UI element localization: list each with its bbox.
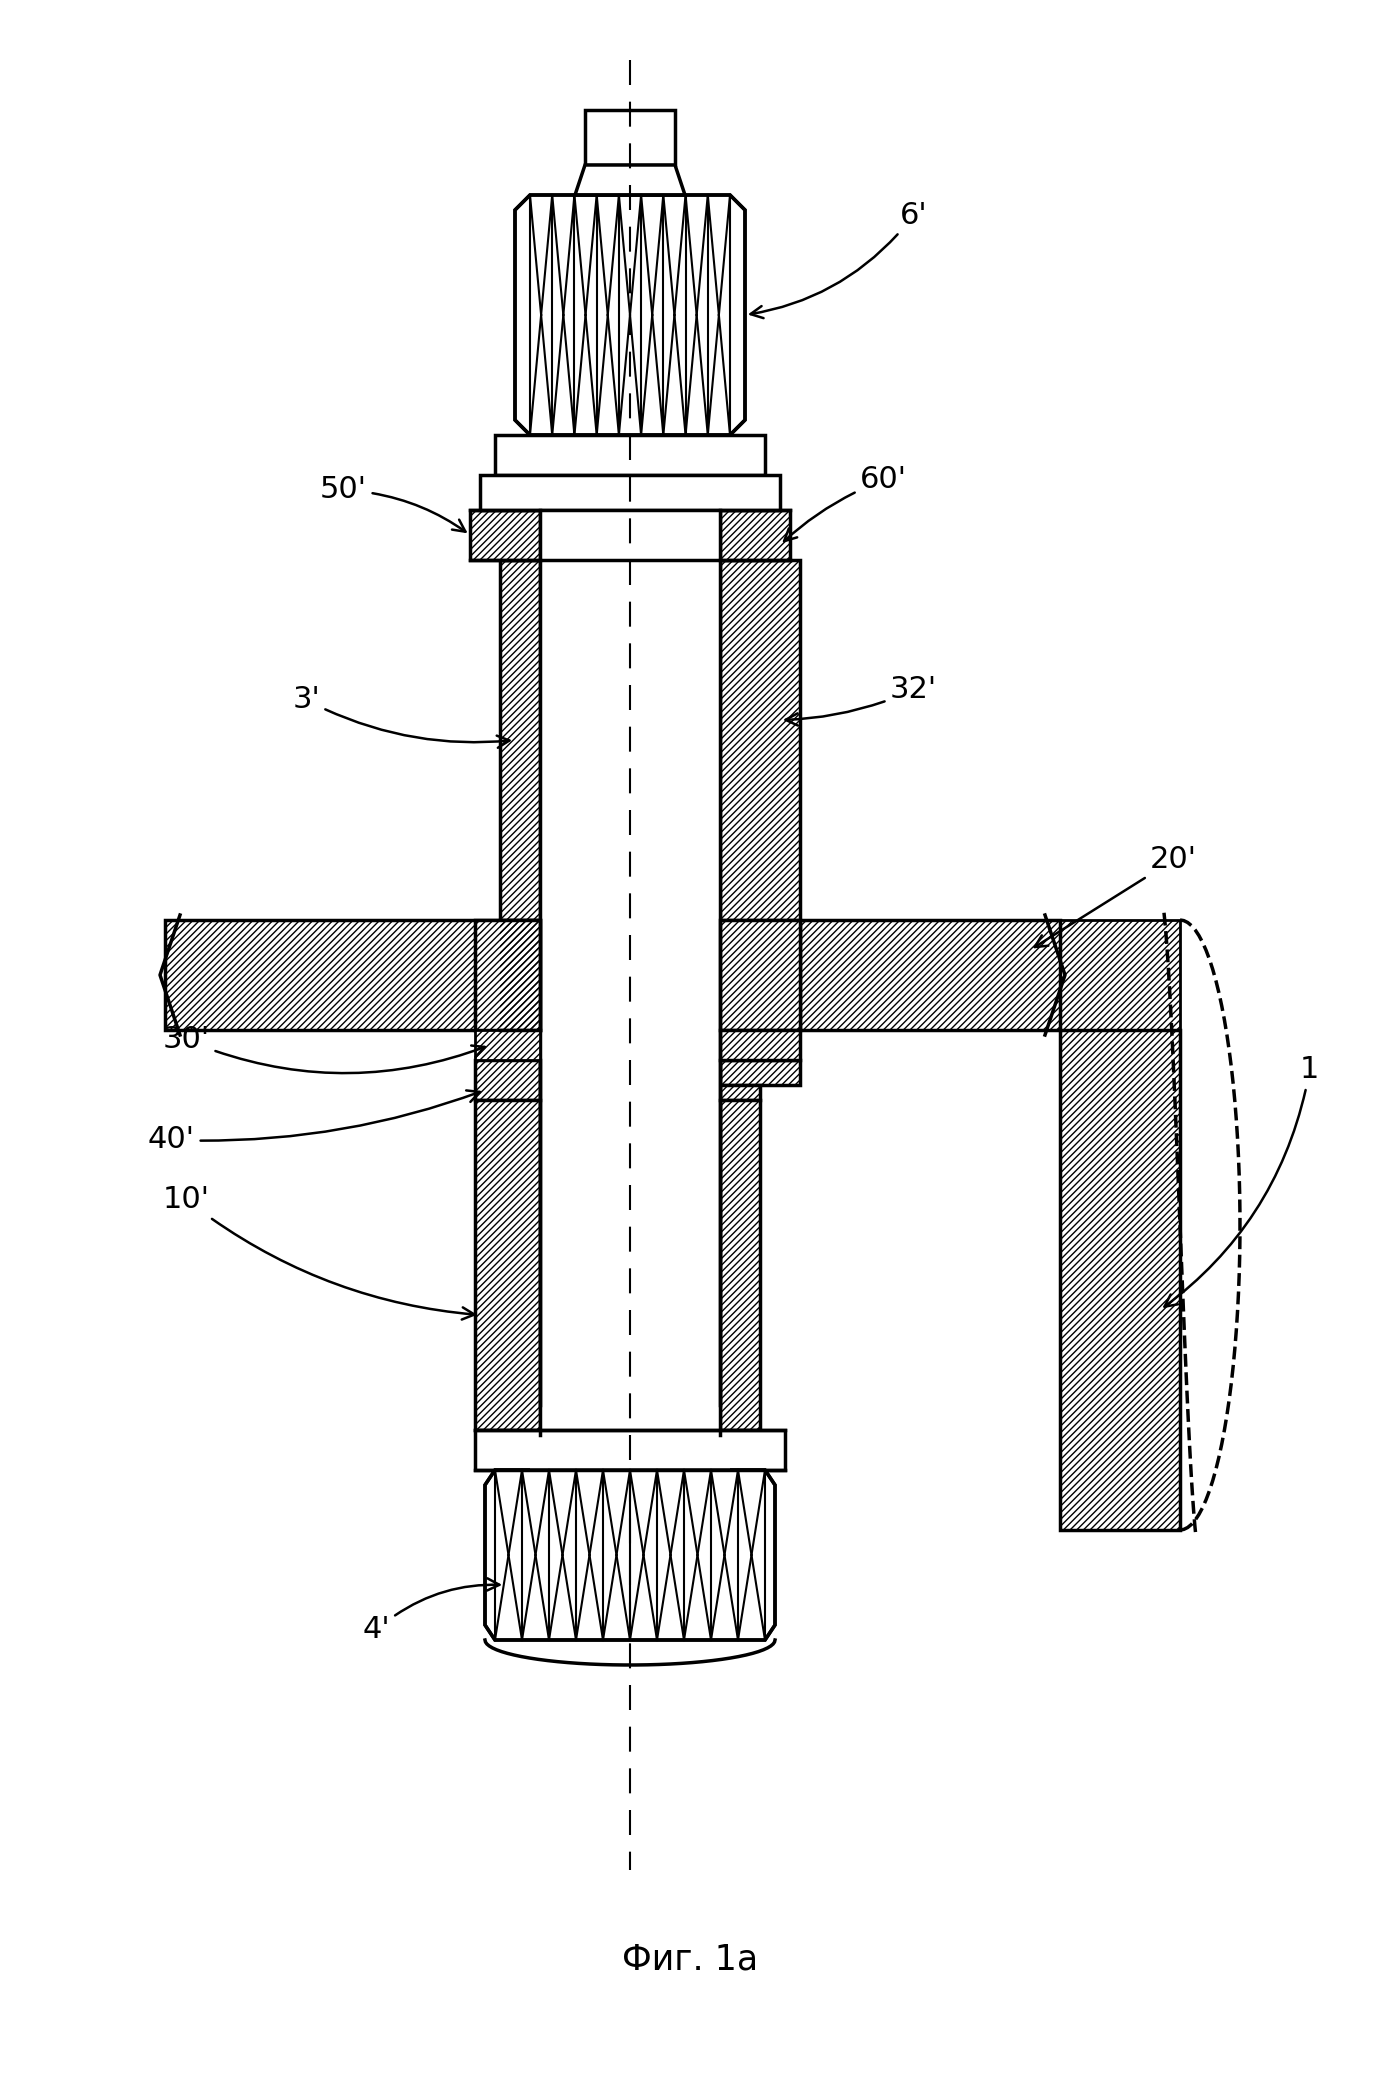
Polygon shape — [480, 476, 781, 510]
Text: 6': 6' — [750, 201, 927, 319]
Text: 32': 32' — [786, 675, 937, 726]
Polygon shape — [475, 1030, 539, 1059]
Polygon shape — [719, 1101, 760, 1430]
Text: 20': 20' — [1034, 845, 1197, 948]
Text: 40': 40' — [148, 1090, 480, 1155]
Polygon shape — [530, 1449, 730, 1474]
Polygon shape — [719, 510, 790, 560]
Polygon shape — [574, 166, 684, 195]
Polygon shape — [719, 1059, 800, 1084]
Text: 1: 1 — [1164, 1055, 1319, 1306]
Polygon shape — [485, 1470, 775, 1640]
Polygon shape — [719, 1084, 760, 1101]
Polygon shape — [539, 560, 719, 1405]
Polygon shape — [1059, 1030, 1179, 1531]
Polygon shape — [475, 1101, 539, 1430]
Polygon shape — [514, 195, 744, 434]
Text: 30': 30' — [163, 1025, 485, 1074]
Text: 4': 4' — [362, 1579, 499, 1644]
Polygon shape — [495, 434, 765, 476]
Text: Фиг. 1а: Фиг. 1а — [622, 1944, 758, 1977]
Text: 3': 3' — [293, 686, 509, 749]
Polygon shape — [539, 510, 719, 560]
Polygon shape — [500, 560, 539, 921]
Polygon shape — [800, 921, 1179, 1030]
Polygon shape — [164, 921, 500, 1030]
Polygon shape — [475, 921, 539, 1030]
Polygon shape — [470, 510, 539, 560]
Polygon shape — [719, 921, 800, 1030]
Text: 10': 10' — [163, 1185, 474, 1319]
Text: 50': 50' — [321, 476, 466, 533]
Polygon shape — [585, 109, 675, 166]
Polygon shape — [475, 1059, 539, 1101]
Polygon shape — [539, 1101, 719, 1430]
Polygon shape — [475, 1430, 785, 1470]
Polygon shape — [500, 921, 539, 1030]
Polygon shape — [800, 921, 1059, 1030]
Polygon shape — [539, 1059, 719, 1101]
Polygon shape — [719, 1030, 800, 1059]
Polygon shape — [719, 560, 800, 921]
Text: 60': 60' — [783, 466, 907, 541]
